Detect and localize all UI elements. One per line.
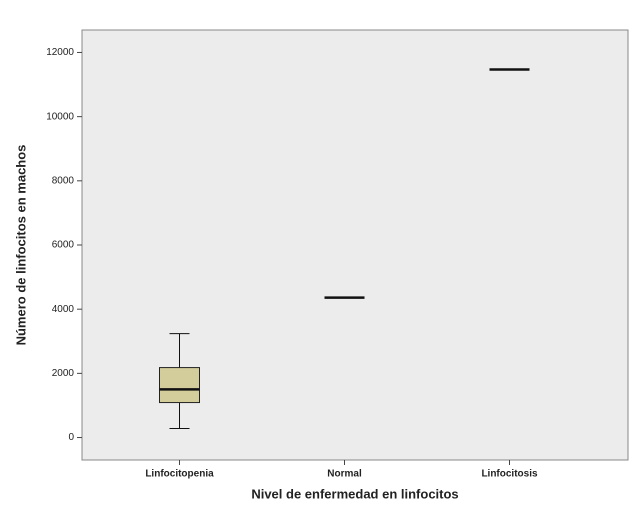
y-tick-label: 6000	[52, 240, 75, 251]
x-tick-label: Normal	[327, 469, 362, 480]
y-tick-label: 10000	[46, 111, 74, 122]
y-tick-label: 12000	[46, 47, 74, 58]
y-tick-label: 4000	[52, 304, 75, 315]
box	[159, 367, 200, 404]
y-tick-label: 0	[68, 432, 74, 443]
x-axis-title: Nivel de enfermedad en linfocitos	[251, 486, 458, 501]
y-axis-title: Número de linfocitos en machos	[13, 145, 28, 346]
y-tick-label: 2000	[52, 368, 75, 379]
x-tick-label: Linfocitosis	[481, 469, 538, 480]
x-tick-label: Linfocitopenia	[145, 469, 214, 480]
y-tick-label: 8000	[52, 175, 75, 186]
